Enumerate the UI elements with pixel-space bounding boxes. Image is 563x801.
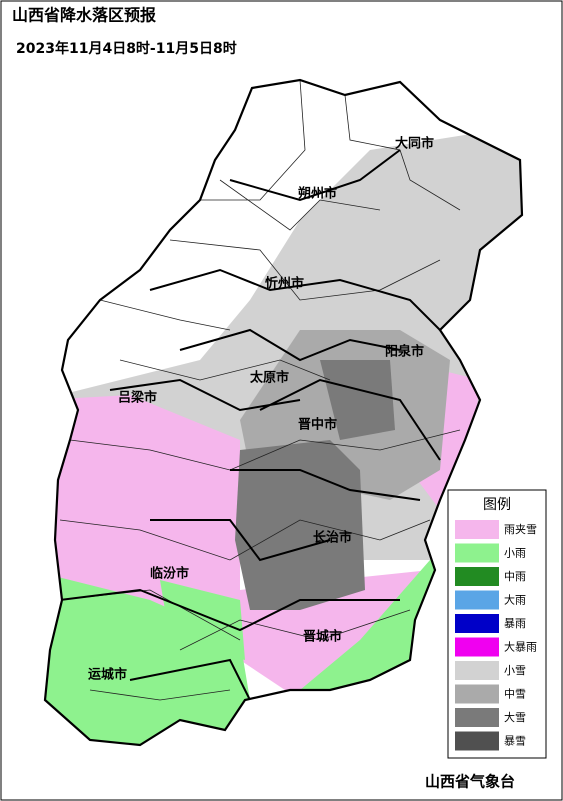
legend-swatch [455, 567, 499, 586]
map-title: 山西省降水落区预报 [12, 6, 156, 25]
city-label: 临汾市 [150, 566, 189, 582]
city-label: 晋城市 [303, 629, 342, 645]
city-label: 阳泉市 [385, 344, 424, 360]
legend-swatch [455, 637, 499, 657]
legend-swatch [455, 708, 499, 727]
legend-swatch [455, 543, 499, 563]
legend-label: 暴雨 [504, 617, 526, 630]
province-border [43, 78, 524, 747]
legend-label: 雨夹雪 [504, 523, 537, 536]
city-label: 吕梁市 [118, 390, 157, 406]
legend-label: 大雪 [504, 710, 526, 724]
legend-label: 中雪 [504, 688, 526, 701]
map-subtitle: 2023年11月4日8时-11月5日8时 [16, 40, 237, 57]
city-label: 朔州市 [298, 186, 337, 202]
city-label: 大同市 [395, 136, 434, 152]
legend-label: 暴雪 [504, 735, 526, 748]
legend-label: 小雪 [504, 664, 526, 677]
city-label: 晋中市 [298, 417, 337, 433]
legend-swatch [455, 520, 499, 539]
city-label: 太原市 [249, 370, 289, 386]
legend-swatch [455, 661, 499, 680]
legend-swatch [455, 684, 499, 704]
legend-swatch [455, 731, 499, 751]
legend-swatch [455, 590, 499, 610]
city-label: 忻州市 [265, 276, 304, 292]
city-label: 长治市 [313, 530, 352, 546]
legend-title: 图例 [483, 497, 511, 513]
legend-label: 大暴雨 [504, 640, 537, 654]
city-label: 运城市 [88, 667, 127, 683]
legend-label: 小雨 [504, 547, 526, 560]
legend-swatch [455, 614, 499, 633]
legend-label: 中雨 [504, 570, 526, 583]
legend-label: 大雨 [504, 593, 526, 607]
footer: 山西省气象台 [425, 773, 515, 791]
